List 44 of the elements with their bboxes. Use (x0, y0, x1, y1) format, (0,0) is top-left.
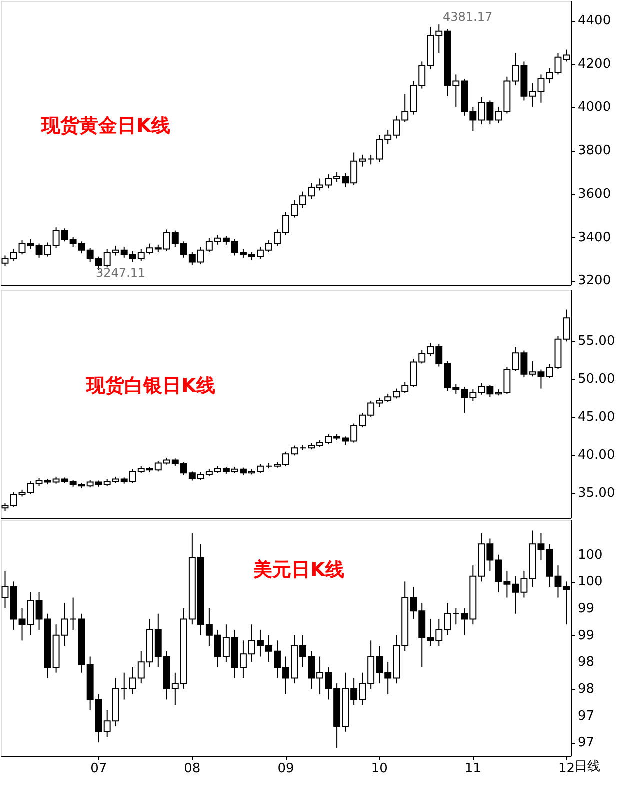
x-tick-label: 08 (184, 762, 201, 776)
y-tick-label: 45.00 (578, 410, 616, 425)
candlestick (18, 608, 26, 642)
candlestick (546, 364, 554, 379)
y-tick-label: 40.00 (578, 448, 616, 463)
y-tick-label: 4000 (578, 100, 612, 116)
y-tick-label: 55.00 (578, 334, 616, 349)
y-tick-label: 3200 (578, 274, 612, 289)
x-tick-label: 10 (371, 762, 388, 776)
x-tick-label: 09 (278, 762, 294, 776)
y-tick-label: 97 (578, 708, 595, 724)
y-tick-label: 4200 (578, 56, 612, 72)
y-tick-label: 100 (578, 574, 603, 590)
y-tick-label: 100 (578, 548, 603, 563)
y-tick-label: 98 (578, 655, 595, 670)
candlestick (554, 565, 562, 598)
y-tick-label: 50.00 (578, 372, 616, 387)
text: 现货白银日K线 (86, 375, 216, 397)
y-tick-label: 4400 (578, 14, 612, 29)
y-tick-label: 99 (578, 628, 595, 644)
text: 现货黄金日K线 (40, 115, 170, 137)
candlestick (368, 154, 375, 166)
candlestick (18, 240, 26, 256)
candlestick (546, 68, 554, 84)
candlestick (70, 597, 77, 630)
y-tick-label: 97 (578, 736, 595, 751)
text: 美元日K线 (252, 559, 344, 581)
x-axis-title: 日线 (574, 760, 600, 774)
y-tick-label: 3800 (578, 144, 612, 159)
y-tick-label: 35.00 (578, 486, 616, 501)
candlestick (10, 492, 18, 508)
x-tick-label: 07 (90, 762, 108, 776)
y-tick-label: 3400 (578, 230, 612, 246)
x-tick-label: 12 (558, 762, 576, 776)
annotation: 4381.17 (443, 10, 493, 24)
y-tick-label: 98 (578, 682, 595, 697)
annotation: 3247.11 (96, 266, 146, 280)
candlestick (452, 608, 460, 626)
x-tick-label: 11 (464, 762, 482, 776)
candlestick (120, 672, 128, 700)
candlestick (10, 248, 18, 262)
y-tick-label: 99 (578, 602, 595, 616)
candlestick (554, 52, 562, 76)
y-tick-label: 3600 (578, 186, 612, 202)
